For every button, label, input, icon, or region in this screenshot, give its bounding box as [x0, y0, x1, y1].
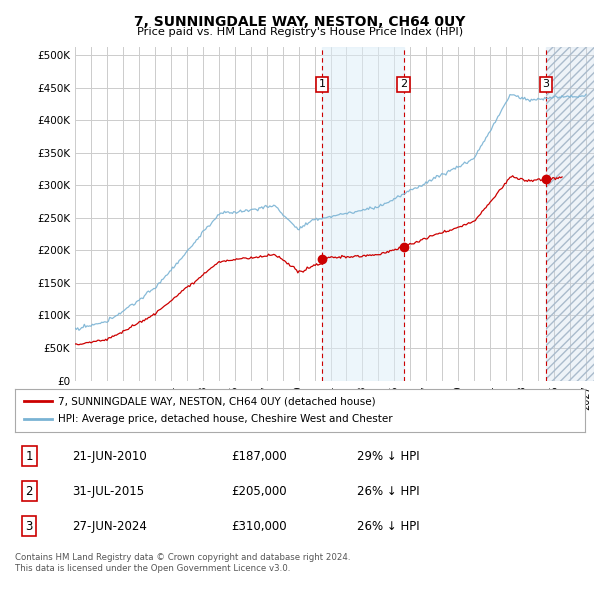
Text: Contains HM Land Registry data © Crown copyright and database right 2024.
This d: Contains HM Land Registry data © Crown c…	[15, 553, 350, 573]
Bar	[546, 47, 594, 381]
Text: 2: 2	[400, 79, 407, 89]
Text: 1: 1	[319, 79, 326, 89]
Text: 26% ↓ HPI: 26% ↓ HPI	[357, 520, 419, 533]
Text: 7, SUNNINGDALE WAY, NESTON, CH64 0UY: 7, SUNNINGDALE WAY, NESTON, CH64 0UY	[134, 15, 466, 29]
Text: 26% ↓ HPI: 26% ↓ HPI	[357, 484, 419, 498]
Text: 21-JUN-2010: 21-JUN-2010	[72, 450, 147, 463]
Text: 1: 1	[25, 450, 33, 463]
Text: 3: 3	[542, 79, 550, 89]
Text: £310,000: £310,000	[232, 520, 287, 533]
Text: 31-JUL-2015: 31-JUL-2015	[72, 484, 144, 498]
Text: 29% ↓ HPI: 29% ↓ HPI	[357, 450, 419, 463]
Text: Price paid vs. HM Land Registry's House Price Index (HPI): Price paid vs. HM Land Registry's House …	[137, 27, 463, 37]
Text: £187,000: £187,000	[232, 450, 287, 463]
Bar	[322, 47, 404, 381]
Text: 7, SUNNINGDALE WAY, NESTON, CH64 0UY (detached house): 7, SUNNINGDALE WAY, NESTON, CH64 0UY (de…	[58, 396, 376, 407]
Text: HPI: Average price, detached house, Cheshire West and Chester: HPI: Average price, detached house, Ches…	[58, 414, 392, 424]
Bar	[546, 47, 594, 381]
Text: £205,000: £205,000	[232, 484, 287, 498]
Text: 3: 3	[26, 520, 33, 533]
Text: 2: 2	[25, 484, 33, 498]
Text: 27-JUN-2024: 27-JUN-2024	[72, 520, 147, 533]
